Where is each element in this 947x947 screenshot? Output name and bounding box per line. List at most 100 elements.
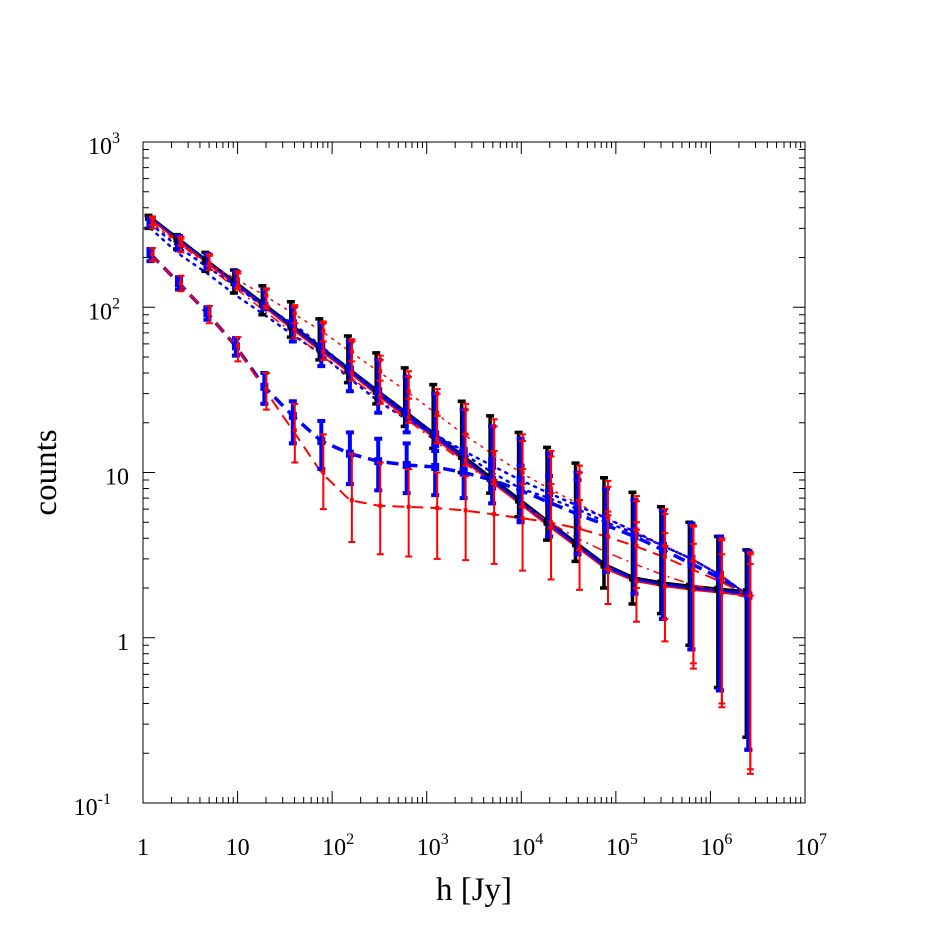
x-tick-label: 106 <box>700 831 732 861</box>
data-point <box>288 411 297 420</box>
error-bar <box>291 306 299 325</box>
error-bar <box>519 483 527 572</box>
data-point <box>235 344 240 349</box>
x-tick-labels: 1 10 102 103 104 105 106 107 <box>137 831 827 861</box>
data-point <box>630 532 639 541</box>
data-point <box>431 430 440 439</box>
data-point <box>719 579 724 584</box>
error-bar-set-5 <box>148 247 754 775</box>
error-bar <box>433 471 441 560</box>
data-point <box>174 243 183 252</box>
data-point <box>378 394 383 399</box>
y-tick-label: 10-1 <box>74 791 111 821</box>
series-line-8 <box>149 253 749 597</box>
data-point <box>406 415 411 420</box>
error-bar <box>405 467 413 558</box>
x-tick-label: 102 <box>322 831 354 861</box>
data-point <box>435 410 440 415</box>
data-point <box>573 510 582 519</box>
error-bar-set-0 <box>144 213 751 739</box>
data-point <box>317 437 326 446</box>
error-bar <box>262 288 270 307</box>
data-point <box>402 461 411 470</box>
y-axis-label: counts <box>28 429 64 515</box>
data-point <box>378 369 383 374</box>
data-point <box>431 462 440 471</box>
data-point <box>402 408 411 417</box>
data-point <box>520 470 525 475</box>
data-point <box>691 567 696 572</box>
series-line-4 <box>149 220 750 597</box>
x-tick-label: 104 <box>511 831 543 861</box>
data-point <box>748 593 753 598</box>
data-point <box>634 543 639 548</box>
error-bar <box>405 375 413 400</box>
data-point <box>292 311 297 316</box>
y-tick-label: 102 <box>88 295 120 325</box>
error-bar-set-1 <box>146 216 753 752</box>
data-point <box>435 436 440 441</box>
series-line-5 <box>149 227 750 597</box>
data-point <box>321 328 326 333</box>
data-point <box>264 387 269 392</box>
error-bar <box>661 532 669 643</box>
data-point <box>545 498 554 507</box>
data-point <box>406 389 411 394</box>
data-point <box>435 505 440 510</box>
error-bar <box>462 475 470 562</box>
x-tick-label: 105 <box>606 831 638 861</box>
data-point <box>549 486 554 491</box>
data-point <box>292 428 297 433</box>
series-line-2 <box>150 218 749 597</box>
x-tick-label: 107 <box>795 831 827 861</box>
data-point <box>463 508 468 513</box>
data-point <box>463 432 468 437</box>
data-point <box>516 486 525 495</box>
data-point <box>549 520 554 525</box>
error-bar <box>376 461 384 556</box>
data-point <box>349 349 354 354</box>
data-point <box>146 219 155 228</box>
data-point <box>406 504 411 509</box>
data-point <box>520 516 525 521</box>
error-bar <box>576 499 584 591</box>
error-bar <box>746 562 754 775</box>
tick-marks <box>142 141 806 804</box>
data-point <box>178 281 183 286</box>
data-point <box>374 457 383 466</box>
data-point <box>264 305 269 310</box>
data-point <box>492 451 497 456</box>
error-bar <box>628 490 637 606</box>
error-bar <box>291 402 299 464</box>
x-axis-label: h [Jy] <box>436 872 512 908</box>
series-line-6 <box>150 219 749 599</box>
error-bar <box>547 492 555 581</box>
data-point <box>321 470 326 475</box>
data-point <box>601 521 610 530</box>
data-point <box>349 498 354 503</box>
data-point <box>345 365 354 374</box>
y-tick-label: 10 <box>105 465 129 491</box>
data-point <box>577 526 582 531</box>
data-point <box>658 545 667 554</box>
series-line-7 <box>149 252 750 598</box>
error-bar <box>234 336 242 363</box>
y-tick-label: 1 <box>117 630 129 656</box>
error-bar-set-2 <box>146 247 753 752</box>
minor-ticks <box>143 142 805 803</box>
error-bar <box>689 542 697 670</box>
error-bar <box>547 455 555 486</box>
data-point <box>207 261 212 266</box>
error-bar <box>632 521 640 623</box>
plot-frame <box>142 141 806 804</box>
data-point <box>687 559 696 568</box>
y-tick-label: 103 <box>88 130 120 160</box>
series-line-3 <box>149 222 750 597</box>
error-bar <box>348 452 356 543</box>
data-point <box>378 503 383 508</box>
y-tick-labels: 10-1 1 10 102 103 <box>74 130 129 821</box>
series-layer <box>149 216 750 599</box>
error-bar-layer <box>144 213 754 775</box>
x-tick-label: 103 <box>417 831 449 861</box>
